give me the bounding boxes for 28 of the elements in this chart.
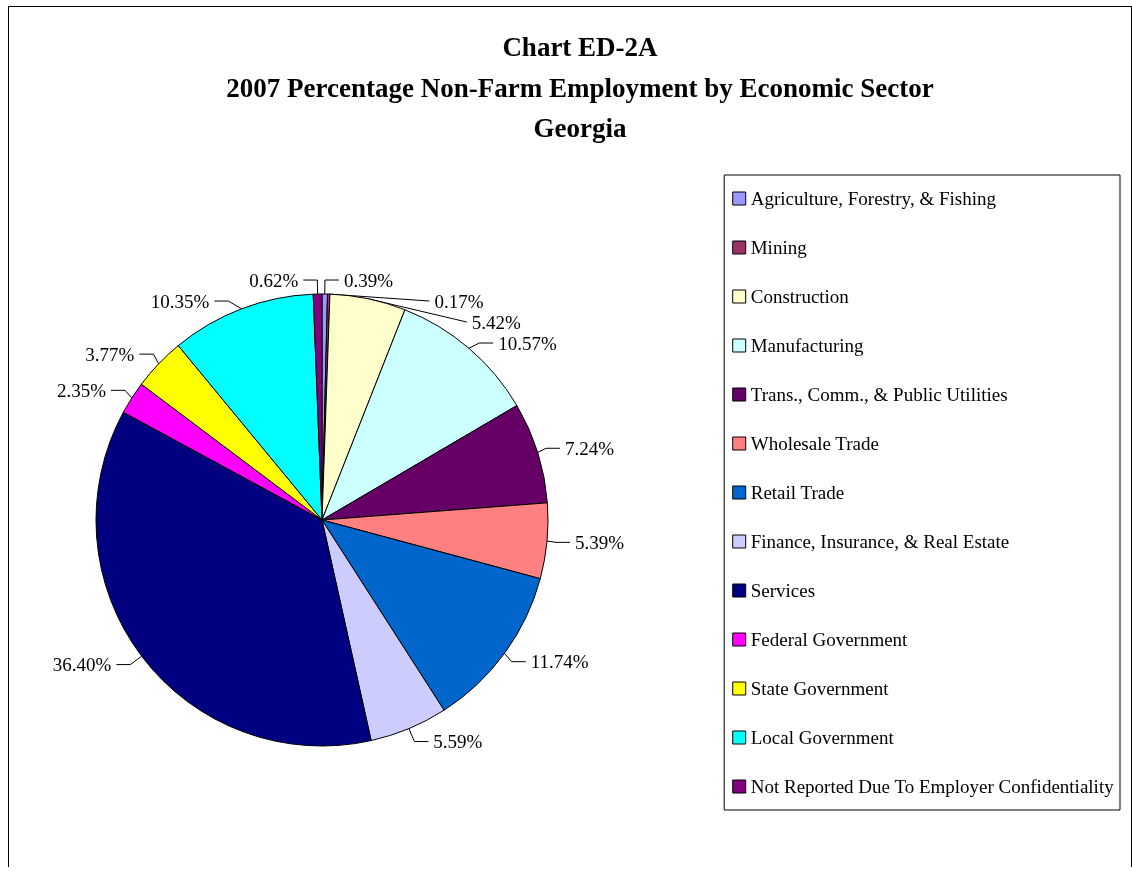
chart-title: Chart ED-2A <box>502 31 659 62</box>
data-label: 7.24% <box>565 437 615 459</box>
data-label: 10.57% <box>498 332 557 354</box>
legend-label: Finance, Insurance, & Real Estate <box>750 531 1010 552</box>
legend-label: Not Reported Due To Employer Confidentiality <box>750 776 1115 797</box>
data-label: 0.39% <box>343 269 394 291</box>
legend-label: Retail Trade <box>750 482 845 503</box>
data-label: 10.35% <box>150 290 210 312</box>
data-label: 0.17% <box>434 290 484 312</box>
data-label: 11.74% <box>530 651 589 673</box>
legend-label: Federal Government <box>750 629 909 650</box>
data-label: 2.35% <box>56 379 107 401</box>
chart-subtitle: 2007 Percentage Non-Farm Employment by Economic Sector Georgia <box>226 73 934 143</box>
legend-label: Manufacturing <box>750 335 865 356</box>
data-label: 5.42% <box>471 311 522 333</box>
legend-label: Services <box>750 580 816 601</box>
data-label: 5.39% <box>574 531 625 553</box>
legend-label: Construction <box>750 286 850 307</box>
legend-label: Trans., Comm., & Public Utilities <box>750 384 1008 405</box>
data-label: 0.62% <box>249 269 299 291</box>
legend-label: State Government <box>750 678 890 699</box>
legend-label: Wholesale Trade <box>750 433 879 454</box>
data-label: 36.40% <box>52 654 112 676</box>
data-label: 3.77% <box>85 343 135 365</box>
data-label: 5.59% <box>433 731 483 753</box>
legend-label: Agriculture, Forestry, & Fishing <box>750 188 997 209</box>
legend-label: Local Government <box>750 727 895 748</box>
legend-label: Mining <box>750 237 808 258</box>
